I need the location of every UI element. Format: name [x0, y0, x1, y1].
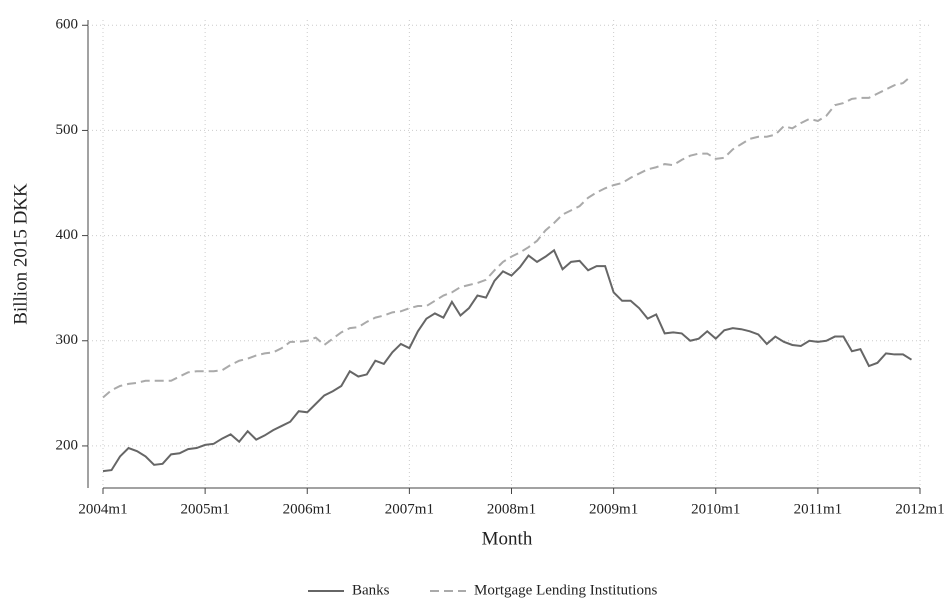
x-tick-label: 2008m1: [487, 501, 536, 517]
x-tick-label: 2009m1: [589, 501, 638, 517]
y-axis-title: Billion 2015 DKK: [10, 183, 31, 325]
x-tick-label: 2007m1: [385, 501, 434, 517]
y-tick-label: 200: [56, 437, 79, 453]
x-tick-label: 2010m1: [691, 501, 740, 517]
legend-label: Banks: [352, 582, 390, 598]
y-tick-label: 500: [56, 122, 79, 138]
x-tick-label: 2012m1: [895, 501, 944, 517]
y-tick-label: 400: [56, 227, 79, 243]
y-tick-label: 600: [56, 17, 79, 33]
y-tick-label: 300: [56, 332, 79, 348]
legend-label: Mortgage Lending Institutions: [474, 582, 657, 598]
x-axis-title: Month: [482, 528, 533, 549]
x-tick-label: 2005m1: [181, 501, 230, 517]
x-tick-label: 2004m1: [78, 501, 127, 517]
x-tick-label: 2011m1: [794, 501, 843, 517]
x-tick-label: 2006m1: [283, 501, 332, 517]
line: [102, 248, 913, 473]
line: [102, 74, 913, 399]
